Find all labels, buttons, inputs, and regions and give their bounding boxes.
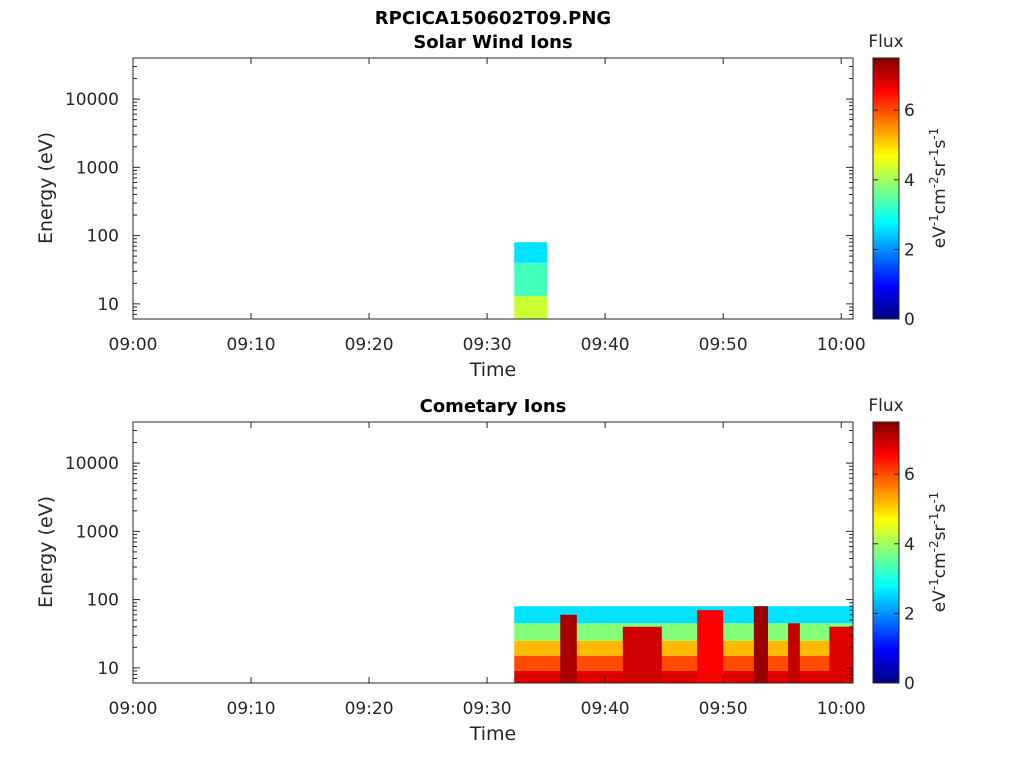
cometary-x-axis-label: Time — [469, 723, 517, 745]
cometary-axes-frame — [132, 421, 854, 684]
cometary-x-ticks: 09:00 09:10 09:20 09:30 09:40 09:50 10:00 — [109, 422, 866, 719]
cometary-colorbar-title: Flux — [868, 396, 903, 416]
flux-region — [514, 640, 853, 656]
colorbar-tick-label: 2 — [904, 604, 915, 624]
flux-region — [514, 262, 548, 297]
flux-region — [753, 606, 769, 683]
x-tick-label: 09:50 — [699, 699, 748, 719]
solar-wind-colorbar-units: eV-1cm-2sr-1s-1 — [927, 128, 950, 249]
y-tick-label: 10 — [97, 659, 119, 679]
x-tick-label: 09:10 — [227, 335, 276, 355]
solar-wind-colorbar-ticks: 0 2 4 6 — [873, 101, 915, 330]
x-tick-label: 09:00 — [109, 699, 158, 719]
y-tick-label: 10 — [97, 295, 119, 315]
solar-wind-y-ticks: 10 100 1000 10000 — [65, 57, 853, 320]
colorbar-tick-label: 0 — [904, 310, 915, 330]
cometary-y-ticks: 10 100 1000 10000 — [65, 421, 853, 684]
flux-region — [622, 626, 662, 683]
cometary-panel: Cometary Ions 09:00 09:10 09:20 09:30 09:40 0… — [35, 396, 950, 745]
flux-region — [514, 655, 853, 671]
cometary-colorbar-units: eV-1cm-2sr-1s-1 — [927, 492, 950, 613]
cometary-colorbar — [872, 421, 900, 684]
flux-region — [697, 610, 724, 683]
flux-region — [788, 623, 800, 683]
x-tick-label: 09:50 — [699, 335, 748, 355]
y-tick-label: 1000 — [76, 522, 119, 542]
solar-wind-axes-frame — [132, 57, 854, 320]
flux-region — [829, 626, 853, 683]
flux-region — [514, 606, 853, 624]
x-tick-label: 09:20 — [345, 335, 394, 355]
flux-region — [560, 614, 577, 683]
colorbar-tick-label: 0 — [904, 674, 915, 694]
y-tick-label: 1000 — [76, 158, 119, 178]
solar-wind-colorbar-title: Flux — [868, 32, 903, 52]
solar-wind-title: Solar Wind Ions — [413, 32, 572, 53]
x-tick-label: 09:20 — [345, 699, 394, 719]
x-tick-label: 09:30 — [463, 699, 512, 719]
flux-region — [514, 670, 853, 683]
y-tick-label: 10000 — [65, 454, 119, 474]
flux-region — [514, 623, 853, 641]
colorbar-tick-label: 2 — [904, 240, 915, 260]
colorbar-tick-label: 6 — [904, 465, 915, 485]
x-tick-label: 10:00 — [817, 699, 866, 719]
flux-region — [514, 296, 548, 319]
x-tick-label: 09:00 — [109, 335, 158, 355]
y-tick-label: 10000 — [65, 90, 119, 110]
flux-region — [514, 242, 548, 263]
figure-title: RPCICA150602T09.PNG — [375, 8, 611, 29]
x-tick-label: 09:10 — [227, 699, 276, 719]
solar-wind-colorbar — [872, 57, 900, 320]
x-tick-label: 10:00 — [817, 335, 866, 355]
cometary-colorbar-ticks: 0 2 4 6 — [873, 465, 915, 694]
y-tick-label: 100 — [87, 227, 119, 247]
cometary-title: Cometary Ions — [420, 396, 567, 417]
x-tick-label: 09:30 — [463, 335, 512, 355]
solar-wind-plot-area — [514, 242, 548, 319]
solar-wind-panel: Solar Wind Ions 09:00 09:10 09:20 09:30 09:4… — [35, 32, 950, 381]
colorbar-tick-label: 6 — [904, 101, 915, 121]
x-tick-label: 09:40 — [581, 335, 630, 355]
y-tick-label: 100 — [87, 591, 119, 611]
colorbar-tick-label: 4 — [904, 535, 915, 555]
cometary-y-axis-label: Energy (eV) — [35, 496, 57, 608]
x-tick-label: 09:40 — [581, 699, 630, 719]
solar-wind-x-ticks: 09:00 09:10 09:20 09:30 09:40 09:50 10:00 — [109, 58, 866, 355]
cometary-plot-area — [514, 606, 853, 683]
solar-wind-x-axis-label: Time — [469, 359, 517, 381]
colorbar-tick-label: 4 — [904, 171, 915, 191]
solar-wind-y-axis-label: Energy (eV) — [35, 132, 57, 244]
